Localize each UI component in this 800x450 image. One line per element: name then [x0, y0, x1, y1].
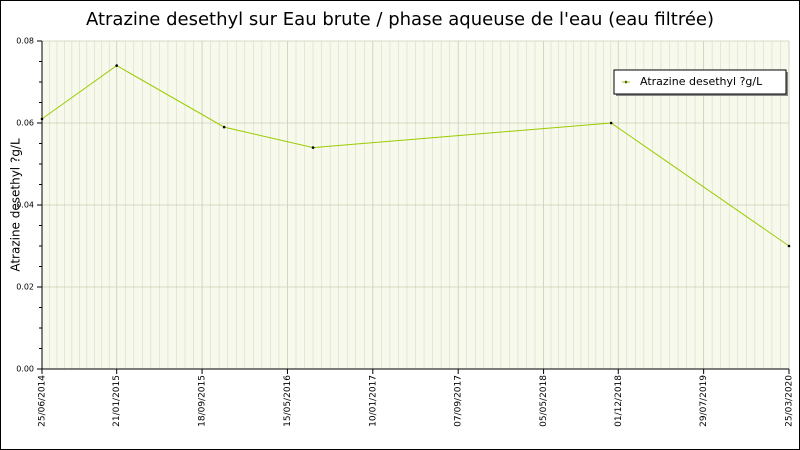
x-tick-label: 01/12/2018 — [614, 375, 624, 427]
point — [609, 121, 613, 125]
point — [115, 64, 118, 67]
x-tick-label: 07/09/2017 — [454, 375, 464, 427]
x-tick-label: 29/07/2019 — [699, 375, 709, 427]
point — [222, 125, 226, 129]
y-tick-label: 0.06 — [16, 119, 34, 128]
legend-label: Atrazine desethyl ?g/L — [640, 75, 763, 88]
legend — [613, 69, 787, 95]
point — [787, 244, 791, 248]
x-tick-label: 15/05/2016 — [283, 375, 293, 427]
x-tick-label: 25/06/2014 — [38, 375, 48, 427]
x-tick-label: 10/01/2017 — [368, 375, 378, 427]
y-tick-label: 0.08 — [16, 37, 34, 46]
x-tick-label: 05/05/2018 — [539, 375, 549, 427]
x-tick-label: 21/01/2015 — [112, 375, 122, 427]
y-tick-label: 0.02 — [16, 283, 34, 292]
point — [311, 146, 315, 149]
y-axis-label: Atrazine desethyl ?g/L — [9, 138, 23, 272]
point — [40, 117, 44, 121]
y-tick-label: 0.00 — [16, 365, 34, 374]
line — [41, 65, 790, 247]
y-tick-label: 0.04 — [16, 201, 34, 210]
chart-title: Atrazine desethyl sur Eau brute / phase … — [86, 9, 714, 30]
x-tick-label: 25/03/2020 — [785, 375, 795, 427]
x-tick-label: 18/09/2015 — [198, 375, 208, 427]
